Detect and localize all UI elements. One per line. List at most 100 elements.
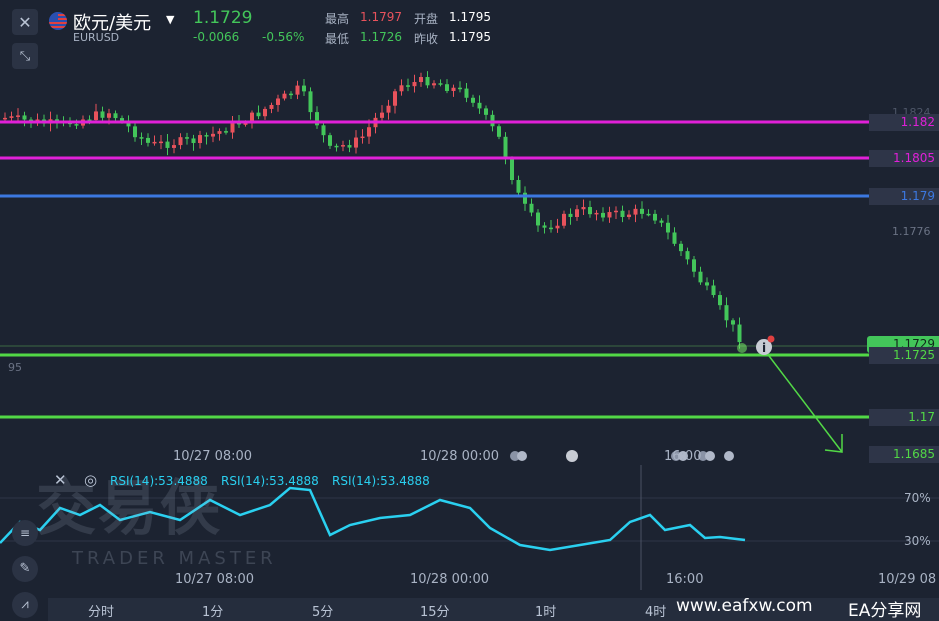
candle-body xyxy=(100,111,105,118)
tab-1min[interactable]: 1分 xyxy=(202,605,224,620)
close-icon[interactable]: ✕ xyxy=(12,9,38,35)
candle-body xyxy=(666,222,670,233)
time-label-2: 10/28 00:00 xyxy=(420,449,500,464)
candle-body xyxy=(737,324,742,343)
time-label-1: 10/27 08:00 xyxy=(173,449,253,464)
candle-body xyxy=(432,83,436,86)
price-tick-11776: 1.1776 xyxy=(892,225,931,238)
tab-15min[interactable]: 15分 xyxy=(420,605,450,620)
tab-timeshare[interactable]: 分时 xyxy=(88,605,115,620)
tab-4hour[interactable]: 4时 xyxy=(645,605,667,620)
candle-body xyxy=(133,126,137,138)
candle-body xyxy=(575,209,579,217)
candle-body xyxy=(386,105,391,113)
candle-body xyxy=(698,271,703,283)
candle-body xyxy=(412,82,417,87)
draw-pencil-icon[interactable]: ✎ xyxy=(12,556,38,582)
candle-body xyxy=(711,285,716,296)
candle-body xyxy=(581,207,586,210)
price-tag-1179[interactable]: 1.179 xyxy=(869,188,939,205)
candle-body xyxy=(178,137,183,146)
high-label: 最高 xyxy=(325,12,350,26)
candle-body xyxy=(9,116,14,118)
low-value: 1.1726 xyxy=(360,30,402,44)
watermark-site-name: EA分享网 xyxy=(848,601,922,621)
candle-body xyxy=(503,136,508,159)
rsi-value-3: RSI(14):53.4888 xyxy=(332,474,430,488)
candle-body xyxy=(529,203,534,213)
candle-body xyxy=(256,112,261,117)
candle-body xyxy=(438,83,443,85)
candle-body xyxy=(425,77,430,86)
price-tag-1182[interactable]: 1.182 xyxy=(869,114,939,131)
candle-body xyxy=(360,136,365,139)
price-tag-11725[interactable]: 1.1725 xyxy=(869,347,939,364)
candle-body xyxy=(94,111,98,121)
header: ✕ ⤡ 欧元/美元 ▼ EURUSD 1.1729 -0.0066 -0.56%… xyxy=(0,0,939,69)
info-icon[interactable] xyxy=(756,339,772,355)
info-icon-glyph: i xyxy=(762,341,766,355)
rsi-value-1: RSI(14):53.4888 xyxy=(110,474,208,488)
rsi-value-2: RSI(14):53.4888 xyxy=(221,474,319,488)
open-label: 开盘 xyxy=(414,12,439,26)
candle-body xyxy=(120,118,124,122)
price-tag-11805[interactable]: 1.1805 xyxy=(869,150,939,167)
rsi-close-icon[interactable]: ✕ xyxy=(54,471,67,489)
rsi-settings-icon[interactable]: ◎ xyxy=(84,471,98,489)
tab-5min[interactable]: 5分 xyxy=(312,605,334,620)
open-value: 1.1795 xyxy=(449,10,491,24)
candle-body xyxy=(653,213,657,221)
indicator-list-icon[interactable]: ≡ xyxy=(12,520,38,546)
candle-body xyxy=(126,121,131,127)
instrument-title[interactable]: 欧元/美元 xyxy=(73,13,152,34)
candle-body xyxy=(705,282,709,286)
high-value: 1.1797 xyxy=(360,10,402,24)
candle-body xyxy=(659,220,664,223)
candle-body xyxy=(302,85,306,92)
event-markers[interactable] xyxy=(510,450,734,462)
candle-body xyxy=(341,145,345,147)
candle-body xyxy=(211,133,215,137)
candle-body xyxy=(471,97,475,103)
candle-body xyxy=(510,158,514,181)
price-tag-117[interactable]: 1.17 xyxy=(869,409,939,426)
candle-body xyxy=(107,113,111,118)
candle-body xyxy=(165,141,170,148)
candle-body xyxy=(646,213,651,216)
candle-body xyxy=(406,85,410,87)
rsi-time-label-1: 10/27 08:00 xyxy=(175,572,255,587)
rsi-time-label-4: 10/29 08 xyxy=(878,572,937,587)
candle-body xyxy=(308,91,313,113)
price-tag-11685[interactable]: 1.1685 xyxy=(869,446,939,463)
candle-body xyxy=(516,180,521,193)
candle-body xyxy=(497,126,501,137)
symbol-code: EURUSD xyxy=(73,31,120,44)
rsi-line xyxy=(0,486,746,552)
candle-body xyxy=(451,87,456,91)
candle-body xyxy=(523,192,527,204)
candle-body xyxy=(393,91,397,106)
candle-body xyxy=(347,145,352,148)
rsi-level-70: 70% xyxy=(904,491,931,505)
candle-body xyxy=(159,141,163,144)
tab-1hour[interactable]: 1时 xyxy=(535,605,557,620)
prev-close-label: 昨收 xyxy=(414,32,439,46)
candle-body xyxy=(295,85,300,95)
candle-body xyxy=(542,225,547,228)
candle-body xyxy=(230,122,235,133)
candle-body xyxy=(633,208,638,215)
chart-type-icon[interactable]: ⩘ xyxy=(12,592,38,618)
candle-body xyxy=(328,135,332,146)
candle-body xyxy=(367,127,371,137)
candle-body xyxy=(3,117,7,120)
rsi-level-30: 30% xyxy=(904,534,931,548)
candle-body xyxy=(250,112,254,124)
candle-body xyxy=(536,212,540,226)
candle-body xyxy=(607,212,612,218)
chevron-down-icon[interactable]: ▼ xyxy=(166,13,175,26)
expand-arrows-icon[interactable]: ⤡ xyxy=(12,43,38,69)
candle-body xyxy=(614,210,618,213)
candle-body xyxy=(282,93,287,99)
projection-arrow-head xyxy=(824,434,843,453)
